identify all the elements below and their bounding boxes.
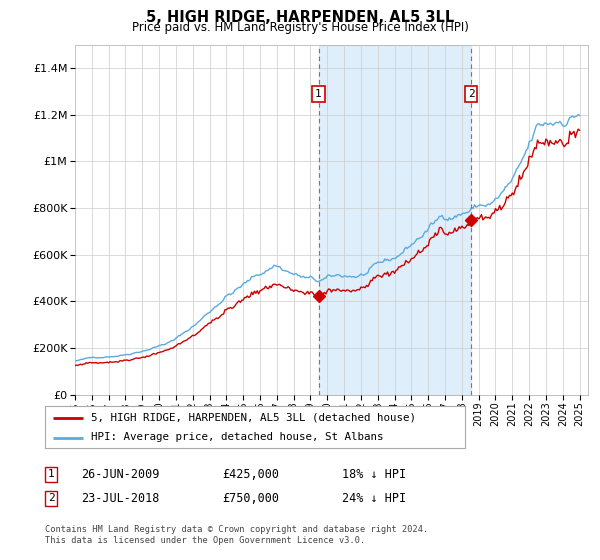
Text: 24% ↓ HPI: 24% ↓ HPI — [342, 492, 406, 505]
Text: Price paid vs. HM Land Registry's House Price Index (HPI): Price paid vs. HM Land Registry's House … — [131, 21, 469, 34]
Text: 18% ↓ HPI: 18% ↓ HPI — [342, 468, 406, 481]
Text: 5, HIGH RIDGE, HARPENDEN, AL5 3LL: 5, HIGH RIDGE, HARPENDEN, AL5 3LL — [146, 10, 454, 25]
Text: 1: 1 — [47, 469, 55, 479]
Text: £750,000: £750,000 — [222, 492, 279, 505]
Text: 23-JUL-2018: 23-JUL-2018 — [81, 492, 160, 505]
Text: 1: 1 — [315, 89, 322, 99]
Text: 26-JUN-2009: 26-JUN-2009 — [81, 468, 160, 481]
Text: £425,000: £425,000 — [222, 468, 279, 481]
Text: Contains HM Land Registry data © Crown copyright and database right 2024.
This d: Contains HM Land Registry data © Crown c… — [45, 525, 428, 545]
Text: 2: 2 — [47, 493, 55, 503]
Text: 5, HIGH RIDGE, HARPENDEN, AL5 3LL (detached house): 5, HIGH RIDGE, HARPENDEN, AL5 3LL (detac… — [91, 413, 416, 423]
Text: HPI: Average price, detached house, St Albans: HPI: Average price, detached house, St A… — [91, 432, 384, 442]
Text: 2: 2 — [468, 89, 475, 99]
